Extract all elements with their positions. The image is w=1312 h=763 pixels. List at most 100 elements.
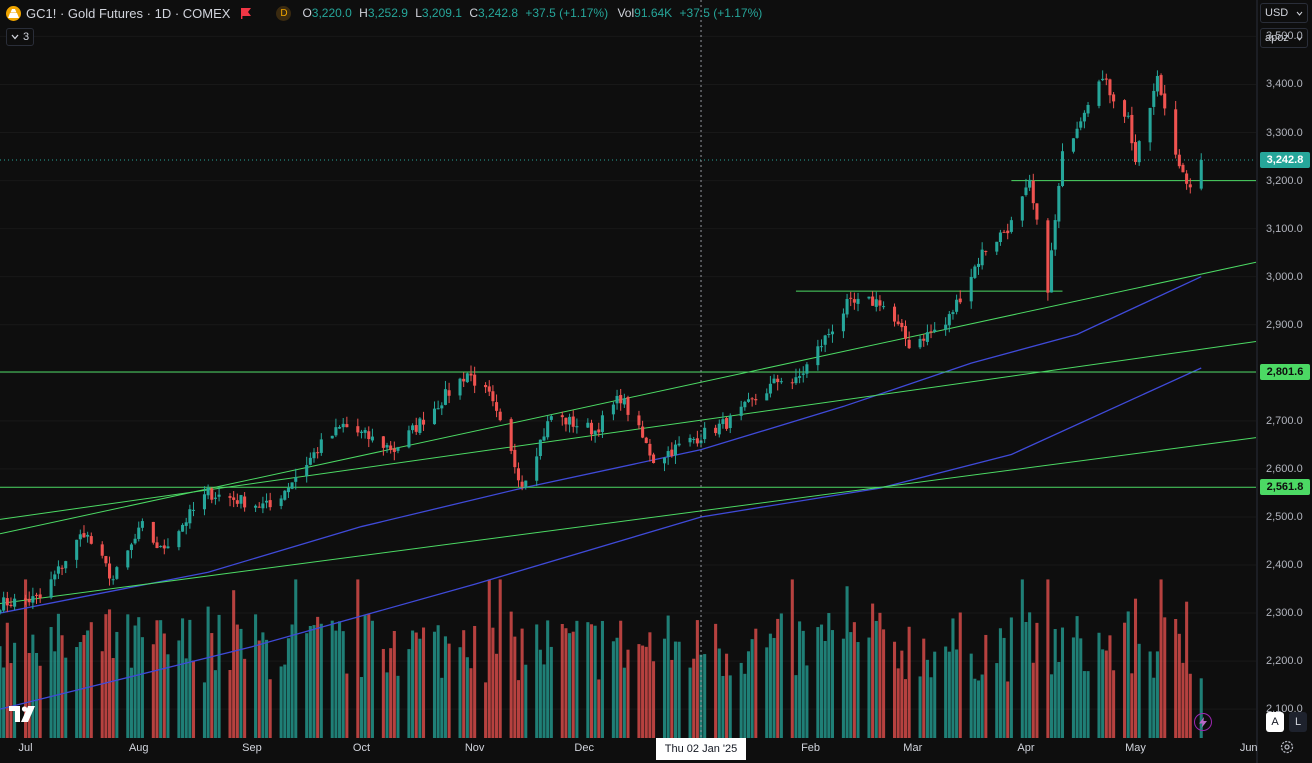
volume-bar: [568, 633, 572, 738]
volume-bar: [969, 653, 973, 738]
volume-bar: [1009, 617, 1013, 738]
volume-bar: [82, 635, 86, 738]
volume-bar: [312, 625, 316, 738]
y-tick-label: 3,000.0: [1266, 270, 1303, 283]
volume-bar: [538, 649, 542, 738]
volume-bar: [546, 620, 550, 738]
volume-bar: [827, 613, 831, 738]
volume-bar: [75, 647, 79, 738]
candle-body: [542, 436, 546, 441]
candle-body: [1126, 115, 1130, 117]
candle-body: [666, 451, 670, 457]
volume-bar: [279, 666, 283, 738]
volume-bar: [465, 657, 469, 738]
unit-select[interactable]: apoz: [1260, 28, 1308, 48]
volume-bar: [622, 667, 626, 738]
candle-body: [754, 399, 758, 401]
candle-body: [1174, 109, 1178, 155]
y-tick-label: 3,100.0: [1266, 222, 1303, 235]
y-tick-label: 2,700.0: [1266, 414, 1303, 427]
volume-bar: [1046, 579, 1050, 738]
volume-bar: [779, 613, 783, 738]
candle-body: [867, 296, 871, 299]
x-tick-label: Oct: [352, 742, 371, 754]
symbol-header[interactable]: GC1! · Gold Futures · 1D · COMEX D O3,22…: [6, 3, 762, 23]
volume-bar: [13, 642, 17, 738]
candle-body: [951, 312, 955, 315]
volume-bar: [319, 623, 323, 738]
candle-body: [367, 431, 371, 440]
candle-body: [816, 346, 820, 366]
candle-body: [370, 436, 374, 441]
candle-body: [626, 397, 630, 415]
volume-bar: [78, 642, 82, 738]
candle-body: [969, 276, 973, 302]
candle-body: [188, 509, 192, 524]
candle-body: [64, 561, 68, 569]
candle-body: [1006, 230, 1010, 234]
candle-body: [980, 249, 984, 266]
candle-body: [976, 263, 981, 267]
candle-body: [108, 563, 112, 579]
volume-bar: [1130, 673, 1134, 738]
candle-body: [893, 306, 897, 322]
candle-body: [652, 454, 656, 464]
candle-body: [1155, 75, 1159, 92]
volume-bar: [1053, 629, 1057, 738]
volume-bar: [871, 603, 875, 738]
volume-bar: [283, 664, 287, 738]
candle-body: [790, 382, 794, 384]
chevron-down-icon: [1296, 36, 1303, 41]
delayed-badge[interactable]: D: [276, 5, 292, 21]
flag-icon[interactable]: [240, 7, 252, 19]
volume-bar: [436, 625, 440, 738]
volume-bar: [210, 633, 214, 738]
volume-bar: [597, 679, 601, 738]
volume-bar: [1079, 638, 1083, 738]
x-tick-label: Mar: [903, 742, 923, 754]
x-tick-label: Nov: [464, 742, 485, 754]
log-scale-button[interactable]: L: [1289, 712, 1307, 732]
indicators-collapse-button[interactable]: 3: [6, 28, 34, 46]
candle-body: [1123, 100, 1127, 117]
volume-bar: [133, 625, 137, 738]
candle-body: [235, 500, 239, 504]
volume-bar: [473, 625, 477, 738]
volume-bar: [535, 624, 539, 738]
volume-bar: [155, 620, 159, 738]
volume-bar: [1199, 678, 1203, 738]
candle-body: [1108, 79, 1112, 96]
y-tick-label: 2,300.0: [1266, 607, 1303, 620]
open-label: O: [302, 6, 312, 20]
candle-body: [283, 490, 287, 500]
y-tick-label: 2,900.0: [1266, 318, 1303, 331]
candle-body: [673, 444, 677, 456]
x-tick-label: Jun: [1239, 742, 1258, 754]
volume-bar: [396, 675, 400, 738]
y-tick-label: 2,500.0: [1266, 510, 1303, 523]
volume-bar: [177, 640, 181, 738]
candle-body: [743, 401, 747, 408]
auto-scale-button[interactable]: A: [1266, 712, 1284, 732]
volume-bar: [129, 667, 133, 738]
currency-select[interactable]: USD: [1260, 3, 1308, 23]
candle-body: [1082, 112, 1086, 122]
candle-body: [841, 313, 845, 332]
tradingview-logo[interactable]: [9, 706, 39, 727]
candle-body: [232, 497, 236, 500]
symbol-title[interactable]: GC1! · Gold Futures · 1D · COMEX: [26, 5, 231, 21]
volume-bar: [662, 638, 667, 738]
volume-bar: [728, 675, 732, 738]
volume-bar: [385, 672, 389, 738]
lightning-icon[interactable]: [1194, 713, 1212, 731]
candle-body: [82, 533, 86, 538]
gear-icon[interactable]: [1280, 740, 1294, 759]
volume-bar: [53, 651, 57, 738]
volume-bar: [549, 646, 553, 738]
volume-bar: [648, 632, 652, 738]
volume-bar: [882, 629, 886, 738]
candle-body: [1112, 94, 1116, 102]
volume-bar: [571, 631, 575, 738]
volume-bar: [381, 648, 385, 738]
